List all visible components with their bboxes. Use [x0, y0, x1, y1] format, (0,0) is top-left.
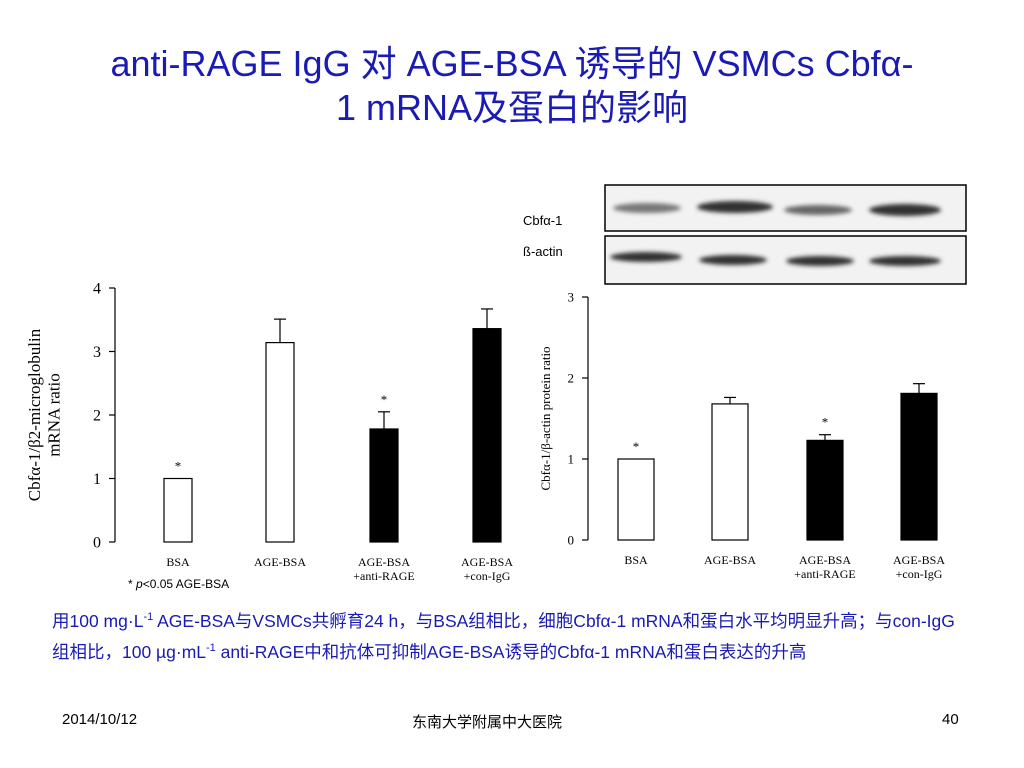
caption-sup-1: -1 — [143, 611, 154, 623]
cbfa1-band-lane-3 — [784, 205, 852, 215]
y-tick-label-3: 3 — [568, 290, 575, 305]
category-label-2: AGE-BSA — [358, 555, 410, 569]
actin-band-lane-2 — [699, 255, 767, 265]
slide-title: anti-RAGE IgG 对 AGE-BSA 诱导的 VSMCs Cbfα- … — [40, 42, 984, 130]
category-label-0: BSA — [166, 555, 190, 569]
significance-marker-0: * — [633, 439, 640, 454]
y-axis-label-line-1: Cbfα-1/β2-microglobulin — [25, 328, 44, 501]
cbfa1-band-lane-4 — [869, 204, 941, 216]
actin-band-lane-1 — [610, 252, 682, 262]
footer-page-number: 40 — [942, 711, 959, 728]
caption-part-3: anti-RAGE中和抗体可抑制AGE-BSA诱导的Cbfα-1 mRNA和蛋白… — [215, 641, 807, 662]
bar-0 — [617, 458, 655, 541]
category-label-0: BSA — [624, 553, 648, 567]
y-axis-label: Cbfα-1/β2-microglobulinmRNA ratio — [25, 328, 64, 501]
cbfa1-band-lane-1 — [613, 203, 681, 213]
actin-band-lane-4 — [869, 256, 941, 266]
category-label-2: AGE-BSA — [799, 553, 851, 567]
bar-1 — [711, 403, 749, 541]
y-tick-label-3: 3 — [93, 344, 101, 361]
category-label-3: AGE-BSA — [461, 555, 513, 569]
footer-date: 2014/10/12 — [62, 711, 138, 728]
caption-part-2: AGE-BSA与VSMCs共孵育24 h，与BSA组相比，细胞Cbfα-1 mR… — [52, 610, 955, 662]
significance-marker-2: * — [822, 415, 829, 430]
category-sublabel-3: +con-IgG — [896, 567, 943, 581]
y-tick-label-4: 4 — [93, 281, 101, 298]
y-tick-label-1: 1 — [93, 471, 101, 488]
bar-0 — [163, 477, 193, 543]
significance-marker-2: * — [381, 392, 388, 407]
cbfa1-band-lane-2 — [697, 201, 773, 213]
significance-marker-0: * — [175, 459, 182, 474]
y-tick-label-2: 2 — [93, 408, 101, 425]
y-tick-label-0: 0 — [568, 533, 575, 548]
bar-1 — [265, 342, 295, 543]
bar-3 — [472, 328, 502, 543]
bar-2 — [369, 428, 399, 543]
category-label-1: AGE-BSA — [254, 555, 306, 569]
blot-label-beta-actin: ß-actin — [523, 244, 563, 259]
caption-part-1: 用100 mg·L — [52, 610, 144, 631]
y-tick-label-2: 2 — [568, 371, 575, 386]
western-blot-image — [604, 184, 967, 285]
y-tick-label-1: 1 — [568, 452, 575, 467]
slide-title-line-2: 1 mRNA及蛋白的影响 — [335, 87, 689, 128]
caption-sup-2: -1 — [206, 641, 216, 654]
actin-band-lane-3 — [786, 256, 854, 266]
y-axis-label-line-2: mRNA ratio — [45, 373, 64, 457]
cbfa1-bands — [613, 201, 941, 216]
slide-title-line-1: anti-RAGE IgG 对 AGE-BSA 诱导的 VSMCs Cbfα- — [110, 43, 914, 84]
footer-organization: 东南大学附属中大医院 — [412, 714, 563, 731]
actin-bands — [610, 252, 941, 266]
figure-caption: 用100 mg·L-1 AGE-BSA与VSMCs共孵育24 h，与BSA组相比… — [52, 604, 972, 666]
significance-p: p — [136, 577, 143, 591]
y-tick-label-0: 0 — [93, 535, 101, 552]
y-axis-label-line-1: Cbfα-1/β-actin protein ratio — [538, 346, 553, 490]
bar-3 — [900, 392, 938, 541]
mrna-bar-chart: 0 1 2 3 4 Cbfα-1/β2-microglobulinmRNA ratio * B… — [25, 281, 513, 583]
category-label-3: AGE-BSA — [893, 553, 945, 567]
significance-text: <0.05 AGE-BSA — [142, 577, 230, 591]
bar-2 — [806, 439, 844, 541]
category-sublabel-3: +con-IgG — [464, 569, 511, 583]
significance-star: * — [128, 577, 137, 591]
category-sublabel-2: +anti-RAGE — [794, 567, 855, 581]
protein-bar-chart: 0 1 2 3 Cbfα-1/β-actin protein ratio * BSA AGE-… — [538, 290, 945, 581]
blot-label-cbfa1: Cbfα-1 — [523, 213, 563, 228]
significance-note: * p<0.05 AGE-BSA — [128, 577, 229, 591]
y-axis-label: Cbfα-1/β-actin protein ratio — [538, 346, 553, 490]
category-sublabel-2: +anti-RAGE — [353, 569, 414, 583]
category-label-1: AGE-BSA — [704, 553, 756, 567]
